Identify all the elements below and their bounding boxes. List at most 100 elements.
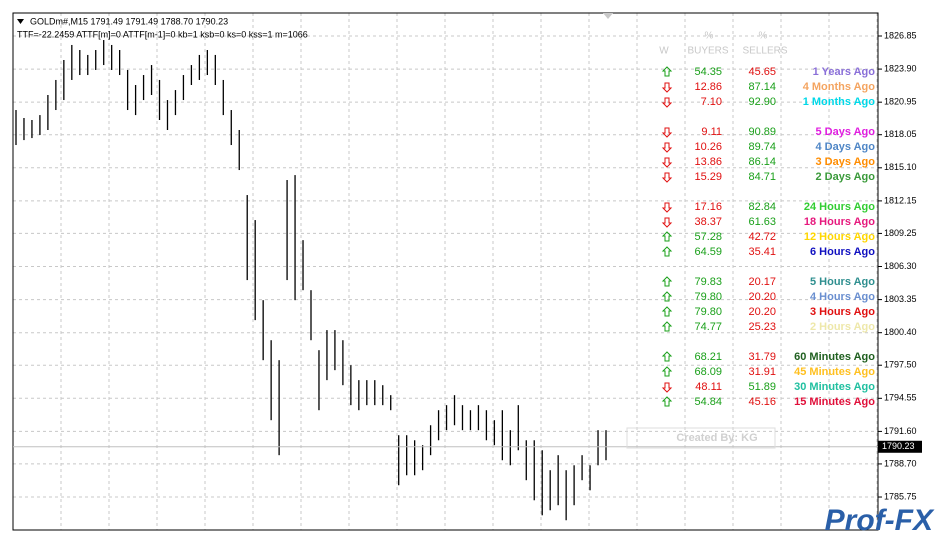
sellers-pct: 20.20 <box>748 291 776 303</box>
period-label: 18 Hours Ago <box>804 216 875 228</box>
sellers-pct: 90.89 <box>748 126 776 138</box>
header-w: W <box>659 46 669 57</box>
sellers-pct: 86.14 <box>748 156 776 168</box>
last-price-label: 1790.23 <box>882 441 915 451</box>
arrow-down <box>661 97 673 108</box>
arrow-up <box>661 306 673 317</box>
buyers-pct: 79.80 <box>694 291 722 303</box>
arrow-up <box>661 321 673 332</box>
sellers-pct: 82.84 <box>748 201 776 213</box>
sellers-pct: 42.72 <box>748 231 776 243</box>
period-label: 5 Days Ago <box>815 126 875 138</box>
y-tick-label: 1818.05 <box>884 129 917 139</box>
y-tick-label: 1826.85 <box>884 30 917 40</box>
period-label: 15 Minutes Ago <box>794 396 875 408</box>
period-label: 60 Minutes Ago <box>794 351 875 363</box>
sellers-pct: 20.20 <box>748 306 776 318</box>
sellers-pct: 31.91 <box>748 366 776 378</box>
period-label: 24 Hours Ago <box>804 201 875 213</box>
sellers-pct: 45.65 <box>748 66 776 78</box>
price-bars <box>15 40 607 521</box>
y-tick-label: 1809.25 <box>884 228 917 238</box>
arrow-up <box>661 276 673 287</box>
sellers-pct: 61.63 <box>748 216 776 228</box>
sellers-pct: 84.71 <box>748 171 776 183</box>
price-axis: 1826.85 1823.90 1820.95 1818.05 1815.10 1812.… <box>13 30 922 501</box>
y-tick-label: 1788.70 <box>884 458 917 468</box>
arrow-down <box>661 82 673 93</box>
arrow-up <box>661 396 673 407</box>
buyers-pct: 12.86 <box>694 81 722 93</box>
arrow-up <box>661 351 673 362</box>
buyers-pct: 68.09 <box>694 366 722 378</box>
menu-arrow <box>17 19 24 24</box>
buyers-pct: 54.84 <box>694 396 722 408</box>
arrow-up <box>661 246 673 257</box>
y-tick-label: 1803.35 <box>884 294 917 304</box>
y-tick-label: 1797.50 <box>884 360 917 370</box>
period-label: 1 Months Ago <box>803 96 876 108</box>
y-tick-label: 1785.75 <box>884 491 917 501</box>
arrow-down <box>661 382 673 393</box>
buyers-pct: 9.11 <box>701 126 722 138</box>
info-line: TTF=-22.2459 ATTF[m]=0 ATTF[m-1]=0 kb=1 … <box>17 29 308 39</box>
sellers-pct: 89.74 <box>748 141 776 153</box>
y-tick-label: 1823.90 <box>884 63 917 73</box>
logo: Prof-FX <box>825 504 935 537</box>
period-label: 4 Hours Ago <box>810 291 875 303</box>
period-label: 5 Hours Ago <box>810 276 875 288</box>
grid <box>13 13 878 530</box>
buyers-pct: 79.80 <box>694 306 722 318</box>
sellers-pct: 35.41 <box>748 246 776 258</box>
arrow-down <box>661 142 673 153</box>
arrow-down <box>661 172 673 183</box>
period-label: 3 Hours Ago <box>810 306 875 318</box>
buyers-pct: 64.59 <box>694 246 722 258</box>
arrow-up <box>661 366 673 377</box>
y-tick-label: 1820.95 <box>884 97 917 107</box>
buyers-pct: 15.29 <box>694 171 722 183</box>
period-label: 3 Days Ago <box>815 156 875 168</box>
period-label: 4 Months Ago <box>803 81 876 93</box>
buyers-pct: 13.86 <box>694 156 722 168</box>
arrow-down <box>661 157 673 168</box>
sellers-pct: 92.90 <box>748 96 776 108</box>
arrow-up <box>661 291 673 302</box>
arrow-down <box>661 202 673 213</box>
buyers-pct: 54.35 <box>694 66 722 78</box>
buyers-pct: 68.21 <box>694 351 722 363</box>
sellers-pct: 31.79 <box>748 351 776 363</box>
period-label: 45 Minutes Ago <box>794 366 875 378</box>
sellers-pct: 45.16 <box>748 396 776 408</box>
y-tick-label: 1791.60 <box>884 426 917 436</box>
arrow-up <box>661 231 673 242</box>
period-label: 12 Hours Ago <box>804 231 875 243</box>
y-tick-label: 1800.40 <box>884 327 917 337</box>
period-label: 1 Years Ago <box>813 66 876 78</box>
sentiment-table: % % W BUYERS SELLERS 54.35 45.65 1 Years A… <box>659 31 875 408</box>
period-label: 4 Days Ago <box>815 141 875 153</box>
sellers-pct: 87.14 <box>748 81 776 93</box>
period-label: 2 Hours Ago <box>810 321 875 333</box>
buyers-pct: 57.28 <box>694 231 722 243</box>
header-sellers: SELLERS <box>742 46 787 57</box>
arrow-down <box>661 217 673 228</box>
shift-marker <box>603 13 613 19</box>
watermark-box <box>626 427 776 449</box>
period-label: 2 Days Ago <box>815 171 875 183</box>
y-tick-label: 1794.55 <box>884 393 917 403</box>
period-label: 30 Minutes Ago <box>794 381 875 393</box>
buyers-pct: 74.77 <box>694 321 722 333</box>
sellers-pct: 25.23 <box>748 321 776 333</box>
buyers-pct: 7.10 <box>701 96 722 108</box>
buyers-pct: 10.26 <box>694 141 722 153</box>
y-tick-label: 1806.30 <box>884 261 917 271</box>
y-tick-label: 1812.15 <box>884 195 917 205</box>
buyers-pct: 48.11 <box>695 381 722 393</box>
header-buyers: BUYERS <box>687 46 728 57</box>
y-tick-label: 1815.10 <box>884 162 917 172</box>
buyers-pct: 38.37 <box>694 216 722 228</box>
header-pct: % <box>705 31 714 42</box>
